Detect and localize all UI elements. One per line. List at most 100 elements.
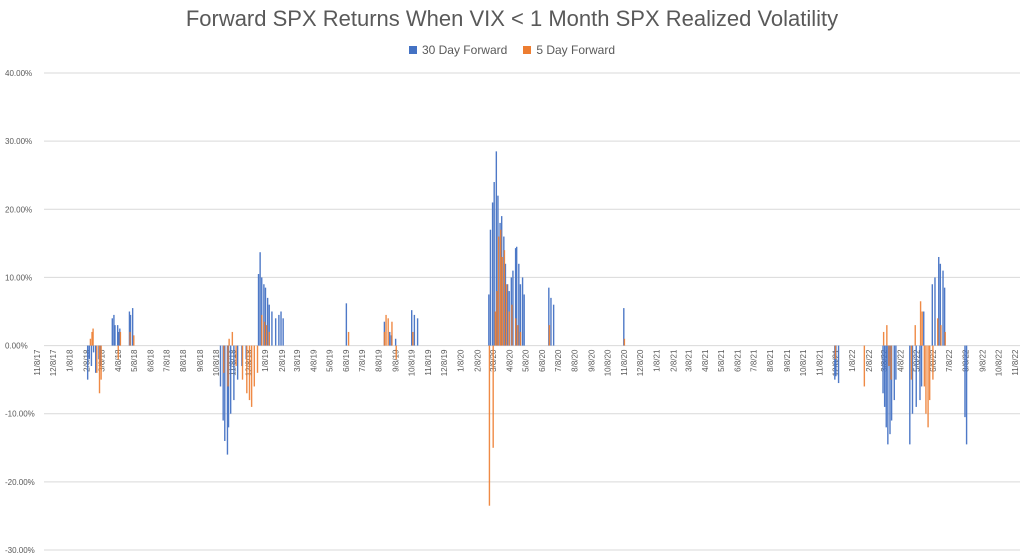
- bar-30-day: [548, 287, 550, 346]
- bar-5-day: [863, 345, 866, 387]
- bar-5-day: [235, 345, 237, 367]
- x-tick-label: 9/8/19: [391, 349, 400, 372]
- bar-30-day: [550, 297, 552, 346]
- x-tick-label: 3/8/21: [684, 349, 693, 372]
- bar-30-day: [887, 345, 889, 445]
- bar-5-day: [834, 345, 837, 360]
- x-tick-label: 9/8/21: [783, 349, 792, 372]
- bar-30-day: [623, 308, 625, 346]
- bar-5-day: [501, 256, 503, 346]
- bar-30-day: [416, 318, 419, 346]
- bar-5-day: [511, 304, 513, 346]
- bar-5-day: [503, 250, 506, 346]
- bar-30-day: [882, 345, 884, 394]
- chart-legend: 30 Day Forward 5 Day Forward: [0, 43, 1024, 57]
- x-tick-label: 6/8/21: [734, 349, 743, 372]
- bar-5-day: [227, 345, 229, 387]
- x-tick-label: 9/8/20: [587, 349, 596, 372]
- bar-5-day: [508, 311, 510, 346]
- x-tick-label: 9/8/18: [196, 349, 205, 372]
- y-tick-label: -10.00%: [5, 410, 35, 419]
- bar-30-day: [506, 284, 509, 346]
- bar-5-day: [505, 284, 508, 346]
- bar-30-day: [911, 345, 914, 414]
- bar-30-day: [271, 311, 273, 346]
- x-tick-label: 9/8/22: [978, 349, 987, 372]
- bar-5-day: [89, 338, 92, 346]
- y-tick-label: 0.00%: [5, 342, 28, 351]
- bar-30-day: [263, 284, 265, 346]
- bar-5-day: [548, 325, 551, 346]
- bar-30-day: [226, 345, 229, 455]
- x-tick-label: 4/8/21: [701, 349, 710, 372]
- bar-5-day: [231, 331, 234, 346]
- bar-5-day: [391, 321, 393, 346]
- bar-30-day: [282, 318, 284, 346]
- bar-30-day: [890, 345, 893, 421]
- x-tick-label: 10/8/22: [994, 349, 1003, 376]
- bar-30-day: [236, 345, 239, 380]
- bar-30-day: [413, 314, 416, 346]
- bar-5-day: [499, 229, 502, 346]
- bar-5-day: [261, 314, 263, 346]
- bar-30-day: [504, 263, 507, 346]
- bar-5-day: [385, 314, 387, 346]
- y-tick-label: -30.00%: [5, 546, 35, 555]
- legend-item-30-day: 30 Day Forward: [408, 43, 508, 57]
- x-tick-label: 4/8/19: [309, 349, 318, 372]
- bar-30-day: [965, 345, 968, 445]
- x-tick-label: 2/8/19: [278, 349, 287, 372]
- bar-30-day: [257, 274, 260, 346]
- bar-30-day: [943, 287, 946, 346]
- bar-30-day: [909, 345, 911, 445]
- bar-5-day: [268, 331, 270, 346]
- bar-5-day: [412, 331, 414, 346]
- legend-item-5-day: 5 Day Forward: [523, 43, 615, 57]
- x-tick-label: 8/8/19: [375, 349, 384, 372]
- bar-30-day: [488, 294, 490, 346]
- x-tick-label: 5/8/22: [912, 349, 921, 372]
- x-tick-label: 5/8/19: [325, 349, 334, 372]
- x-tick-label: 6/8/20: [538, 349, 547, 372]
- bar-5-day: [223, 345, 225, 373]
- bar-30-day: [411, 310, 413, 346]
- bar-30-day: [919, 345, 921, 401]
- x-tick-label: 5/8/18: [130, 349, 139, 372]
- bar-30-day: [86, 345, 89, 380]
- bar-30-day: [261, 277, 263, 346]
- bar-5-day: [395, 345, 397, 360]
- x-tick-label: 7/8/19: [358, 349, 367, 372]
- bar-30-day: [837, 345, 840, 384]
- bar-30-day: [923, 311, 925, 346]
- bar-30-day: [268, 304, 270, 346]
- bar-30-day: [835, 345, 837, 377]
- y-tick-label: 40.00%: [5, 69, 32, 78]
- bar-5-day: [250, 345, 253, 407]
- bar-30-day: [95, 345, 97, 373]
- bar-5-day: [921, 311, 923, 346]
- x-tick-label: 11/8/18: [228, 349, 237, 376]
- x-tick-label: 11/8/21: [816, 349, 825, 376]
- bar-5-day: [92, 328, 94, 346]
- bar-5-day: [347, 331, 350, 346]
- bar-5-day: [940, 325, 942, 346]
- bar-5-day: [100, 345, 102, 380]
- legend-label-30-day: 30 Day Forward: [421, 43, 508, 57]
- bar-5-day: [96, 345, 98, 373]
- bar-5-day: [265, 325, 268, 346]
- bar-5-day: [925, 345, 927, 414]
- bar-5-day: [488, 345, 491, 506]
- bar-30-day: [280, 311, 282, 346]
- x-tick-label: 6/8/18: [147, 349, 156, 372]
- bar-30-day: [129, 314, 132, 346]
- bar-30-day: [274, 318, 277, 346]
- x-tick-label: 8/8/18: [179, 349, 188, 372]
- bar-5-day: [494, 311, 497, 346]
- bar-30-day: [489, 229, 492, 346]
- x-tick-label: 10/8/20: [603, 349, 612, 376]
- bar-30-day: [942, 270, 944, 346]
- bar-30-day: [552, 304, 555, 346]
- bar-30-day: [222, 345, 224, 421]
- bar-30-day: [895, 345, 897, 380]
